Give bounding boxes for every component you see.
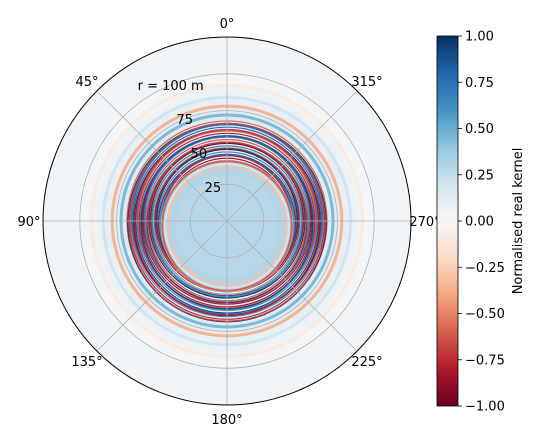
theta-tick-label: 225° — [351, 355, 382, 370]
colorbar-tick-label: −0.50 — [465, 307, 505, 322]
theta-tick-label: 270° — [409, 215, 440, 230]
colorbar-ticks: 1.00 0.75 0.50 0.25 0.00 −0.25 −0.50 −0.75 −1.00 — [458, 30, 505, 415]
theta-tick-label: 90° — [17, 215, 40, 230]
polar-grid — [43, 37, 411, 405]
theta-tick-label: 135° — [71, 355, 102, 370]
colorbar-tick-label: −0.25 — [465, 261, 505, 276]
colorbar: 1.00 0.75 0.50 0.25 0.00 −0.25 −0.50 −0.75 −1.00… — [436, 30, 526, 415]
theta-tick-label: 0° — [220, 17, 235, 32]
grid-spoke — [96, 220, 228, 352]
radial-tick-label: 25 — [205, 181, 222, 196]
colorbar-tick-label: 0.75 — [465, 76, 494, 91]
colorbar-tick-label: 0.25 — [465, 168, 494, 183]
grid-spoke — [226, 90, 358, 222]
radial-tick-label: 50 — [191, 147, 208, 162]
theta-tick-label: 45° — [75, 75, 98, 90]
grid-spoke — [96, 90, 228, 222]
theta-tick-label: 315° — [351, 75, 382, 90]
colorbar-tick-label: 0.50 — [465, 122, 494, 137]
radial-tick-label: r = 100 m — [138, 79, 204, 94]
colorbar-tick-label: −1.00 — [465, 400, 505, 415]
colorbar-tick-label: 1.00 — [465, 30, 494, 45]
theta-tick-labels: 0° 45° 90° 135° 180° 225° 270° 315° — [17, 17, 440, 428]
theta-tick-label: 180° — [211, 413, 242, 428]
colorbar-tick-label: −0.75 — [465, 353, 505, 368]
colorbar-gradient — [437, 36, 458, 406]
colorbar-label: Normalised real kernel — [511, 148, 526, 295]
colorbar-tick-label: 0.00 — [465, 215, 494, 230]
grid-spoke — [226, 220, 358, 352]
radial-tick-labels: 25 50 75 r = 100 m — [138, 79, 222, 196]
radial-tick-label: 75 — [176, 113, 193, 128]
polar-frame — [42, 36, 412, 406]
